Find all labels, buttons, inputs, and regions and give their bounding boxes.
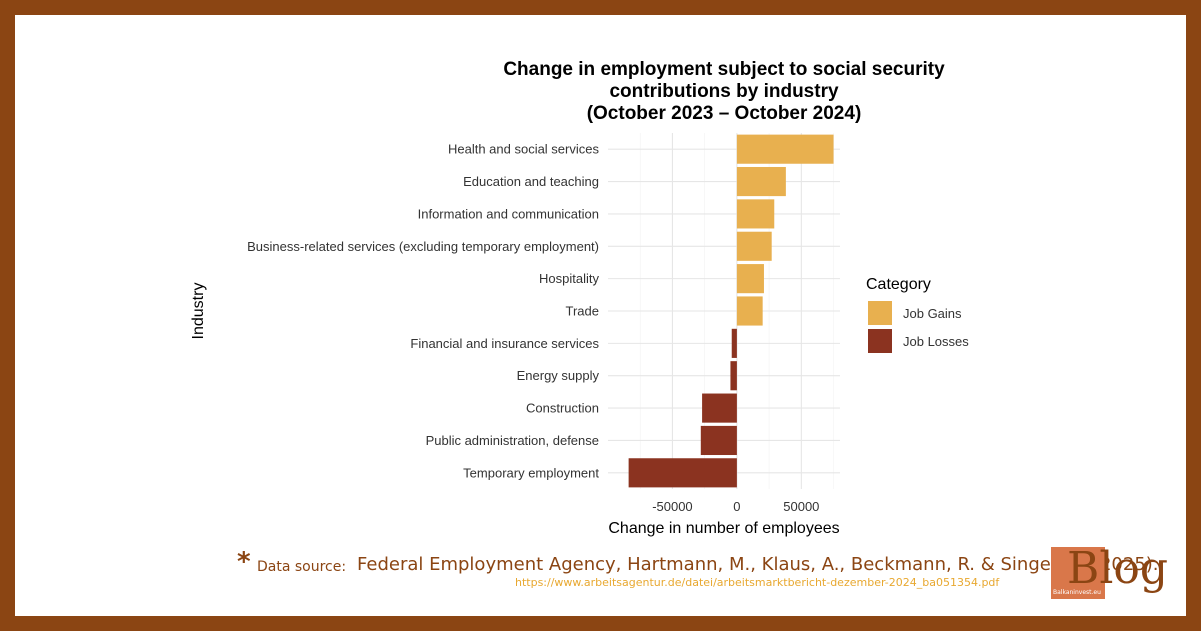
x-tick-label: 0 (733, 499, 740, 514)
bar (736, 296, 763, 326)
x-tick-label: -50000 (652, 499, 692, 514)
chart-frame: Health and social services Education and … (15, 15, 1186, 616)
bar (736, 231, 772, 261)
legend-title: Category (866, 276, 931, 293)
x-axis-title: Change in number of employees (608, 520, 839, 537)
y-tick-label: Financial and insurance services (410, 336, 599, 351)
bar (628, 458, 737, 488)
bar (702, 393, 737, 423)
chart-title-line: contributions by industry (609, 81, 838, 102)
legend-swatch (868, 329, 892, 353)
y-tick-label: Public administration, defense (426, 433, 599, 448)
bar-chart: Health and social services Education and … (190, 59, 969, 537)
bar (730, 361, 737, 391)
bar (700, 425, 737, 456)
bar (736, 199, 775, 229)
y-tick-label: Energy supply (517, 368, 600, 383)
y-tick-label: Construction (526, 401, 599, 416)
y-tick-label: Business-related services (excluding tem… (247, 239, 599, 254)
y-tick-label: Temporary employment (463, 465, 599, 480)
bar (731, 328, 737, 358)
legend-label: Job Losses (903, 334, 969, 349)
y-axis-title: Industry (190, 283, 207, 340)
x-tick-label: 50000 (783, 499, 819, 514)
chart-title-line: Change in employment subject to social s… (503, 59, 945, 80)
y-tick-label: Hospitality (539, 271, 599, 286)
y-tick-label: Information and communication (418, 206, 599, 221)
legend-swatch (868, 301, 892, 325)
bar (736, 166, 786, 197)
chart-title-line: (October 2023 – October 2024) (587, 103, 862, 124)
y-tick-label: Trade (566, 304, 599, 319)
bar (736, 134, 834, 164)
legend-label: Job Gains (903, 306, 962, 321)
y-tick-label: Health and social services (448, 142, 600, 157)
y-tick-label: Education and teaching (463, 174, 599, 189)
bar (736, 264, 764, 294)
